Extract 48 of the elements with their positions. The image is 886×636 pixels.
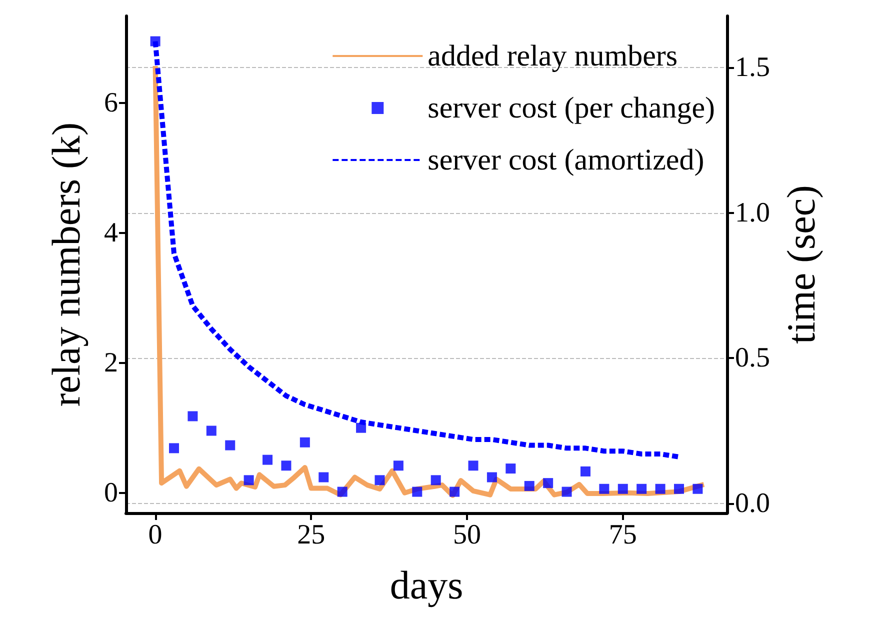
y-tick-label: 2 [104,347,118,378]
point [692,484,703,494]
y-tick-label: 0 [104,477,118,508]
x-axis-title: days [390,562,464,608]
point [169,443,180,454]
y-tick-label: 6 [104,88,118,119]
legend-label: server cost (per change) [428,92,715,124]
point [337,486,348,497]
point [486,472,497,482]
point [562,486,572,497]
point [506,464,516,474]
point [281,460,292,471]
x-tick-label: 25 [297,520,326,550]
point [580,466,590,476]
point [356,422,366,433]
point [393,460,404,471]
point [543,478,554,488]
y2-tick-label: 0.5 [735,342,770,374]
x-tick-label: 75 [608,520,637,550]
y-axis-title: relay numbers (k) [44,122,88,407]
legend-label: added relay numbers [428,40,678,72]
x-tick-label: 50 [453,520,482,550]
point [618,484,628,494]
point [206,426,216,436]
point [636,484,647,494]
point [412,486,422,497]
y2-tick-label: 1.0 [735,197,770,228]
point [225,440,236,450]
point [150,36,160,46]
point [655,484,666,494]
point [262,454,273,465]
y2-axis-title: time (sec) [778,185,824,344]
point [430,475,441,486]
point [450,486,460,497]
y-tick-label: 4 [104,217,118,248]
legend-label: server cost (amortized) [428,144,704,176]
point [244,475,254,486]
point [318,472,329,482]
point [374,475,385,486]
point [468,460,478,471]
point [674,484,684,494]
point [300,437,310,448]
point [524,480,534,491]
y2-tick-label: 1.5 [735,52,770,83]
x-tick-label: 0 [148,520,162,550]
y2-tick-label: 0.0 [735,488,770,519]
point [599,484,610,494]
point [188,411,198,422]
